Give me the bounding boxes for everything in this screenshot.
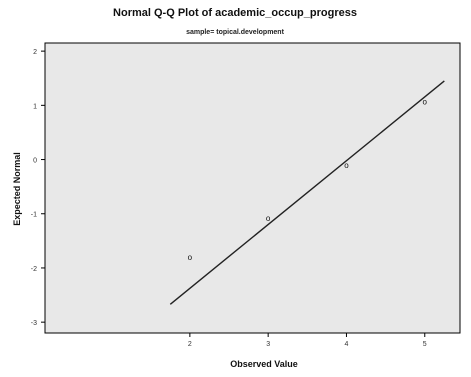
y-tick-label-0: 0 [33,158,37,165]
data-point-1: o [188,253,193,262]
plot-frame [44,42,461,334]
points-layer: o o o o [188,98,428,263]
axis-ticks [41,50,426,337]
y-tick-label--2: -2 [31,266,37,273]
y-tick-label-2: 2 [33,49,37,56]
data-point-2: o [266,214,271,223]
x-tick-label-5: 5 [423,341,427,348]
chart-subtitle: sample= topical.development [186,29,285,36]
x-tick-label-3: 3 [266,341,270,348]
data-point-4: o [423,98,428,107]
y-tick-label--3: -3 [31,320,37,327]
y-tick-label--1: -1 [31,212,37,219]
reference-line [169,80,445,305]
y-tick-label-1: 1 [33,103,37,110]
plot-area [44,42,461,334]
reference-line-layer [169,80,445,305]
tick-labels: 2 3 4 5 2 1 0 -1 -2 -3 [31,49,427,348]
x-axis-label: Observed Value [230,359,298,369]
x-tick-label-2: 2 [188,341,192,348]
y-axis-label: Expected Normal [12,152,22,226]
data-point-3: o [344,161,349,170]
x-tick-label-4: 4 [345,341,349,348]
chart-title: Normal Q-Q Plot of academic_occup_progre… [113,7,357,19]
